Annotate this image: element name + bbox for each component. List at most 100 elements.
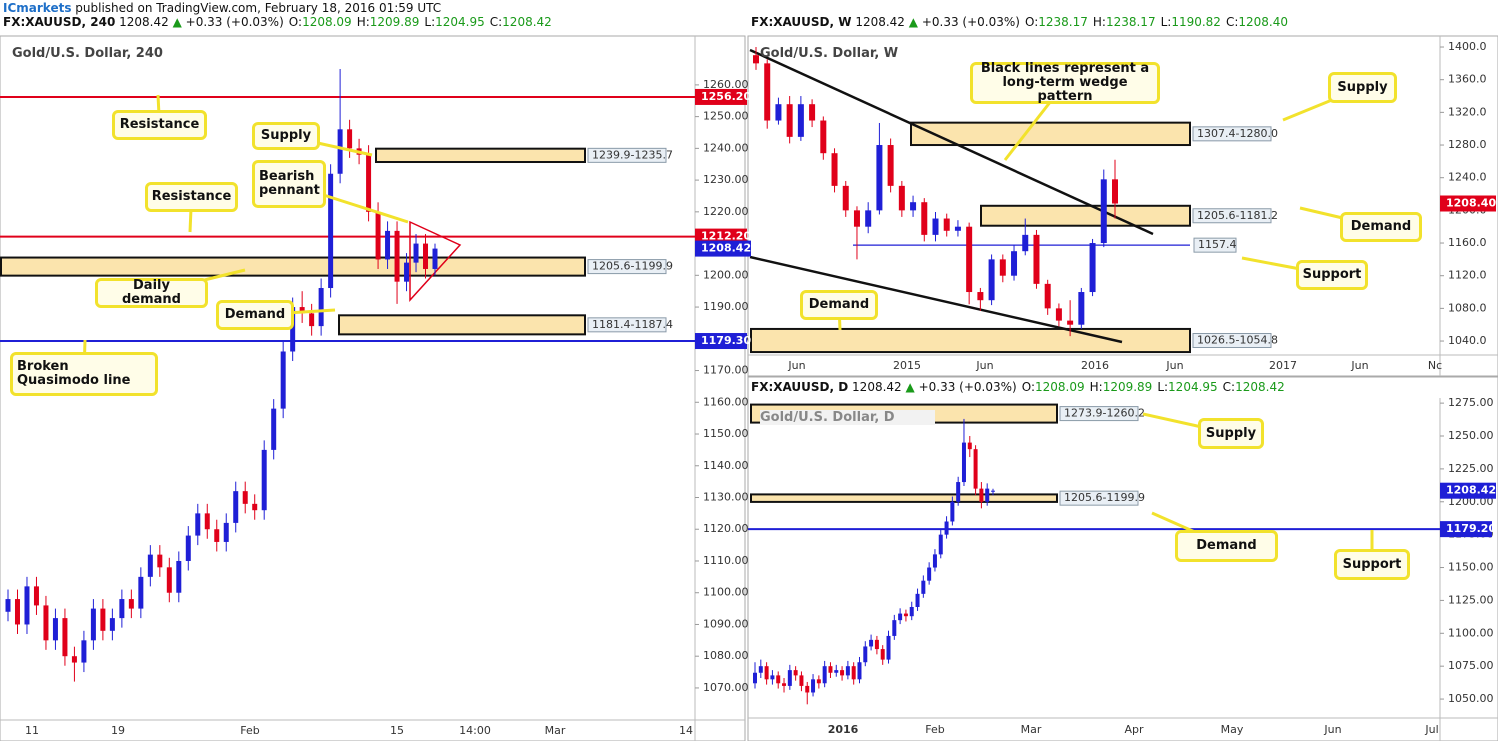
candle-body [805,685,810,693]
field-label: O: [288,15,303,29]
candle-body [1011,251,1018,276]
panel-frame [0,35,746,741]
field-label: H: [1092,15,1106,29]
candle-body [299,307,305,314]
current-price-label: 1208.40 [1446,197,1496,210]
field-value: 1190.82 [1171,15,1221,29]
x-tick-label: Jun [1350,359,1368,372]
candle-body [966,226,973,293]
candle-body [842,185,849,211]
x-tick-label: 15 [390,724,404,737]
candle-body [909,606,914,617]
candle-body [33,586,39,606]
candle-body [337,129,343,174]
zone-label: 1205.6-1181.2 [1197,209,1278,222]
candle-body [811,679,816,693]
callout: Demand [800,290,878,320]
zone-label: 1181.4-1187.4 [592,318,673,331]
last-price: 1208.42 [855,15,905,29]
change-arrow: ▲ [908,15,918,29]
candle-body [950,501,955,522]
candle-body [204,513,210,530]
last-price: 1208.42 [119,15,169,29]
zone-label-box [1192,333,1272,349]
y-tick-label: 1170.00 [703,364,749,377]
callout: Black lines represent a long-term wedge … [970,62,1160,104]
change-arrow: ▲ [905,380,915,394]
candle-body [853,210,860,227]
x-tick-label: Feb [240,724,259,737]
price-tag-label: 1212.20 [701,230,751,243]
candle-body [375,211,381,260]
supply-demand-zone [750,327,1191,354]
candle-body [71,656,77,663]
y-tick-label: 1240.00 [703,141,749,154]
candle-body [52,618,58,641]
field-value: 1208.09 [1034,380,1085,394]
candle-body [979,488,984,502]
zone-label-box [1059,406,1139,422]
publish-line: ICmarkets published on TradingView.com, … [3,1,441,15]
x-tick-label: Jun [787,359,805,372]
callout: Demand [1340,212,1422,242]
x-tick-label: Feb [925,723,944,736]
y-tick-label: 1080.00 [703,649,749,662]
candle-body [770,675,775,680]
y-tick-label: 1220.00 [703,205,749,218]
x-tick-label: Jul [1424,723,1438,736]
candle-body [869,639,874,647]
y-tick-label: 1250.00 [1448,429,1494,442]
callout: Support [1296,260,1368,290]
x-tick-label: 2016 [1081,359,1109,372]
zone-label: 1273.9-1260.2 [1064,407,1145,420]
field-label: L: [1160,15,1172,29]
callout: Resistance [145,182,238,212]
x-tick-label: 14:00 [459,724,491,737]
chart-title: Gold/U.S. Dollar, W [760,46,899,61]
candle-body [967,442,972,450]
y-tick-label: 1225.00 [1448,462,1494,475]
field-value: 1208.09 [302,15,352,29]
callout: Support [1334,549,1410,580]
candle-body [915,593,920,607]
candle-body [176,560,182,593]
field-label: C: [1222,380,1236,394]
candle-body [898,613,903,621]
field-value: 1209.89 [369,15,420,29]
field-value: 1208.42 [1235,380,1285,394]
level-label: 1157.4 [1198,238,1237,251]
y-tick-label: 1360.0 [1448,73,1487,86]
y-tick-label: 1150.00 [703,427,749,440]
candle-body [119,599,125,619]
price-tag-label: 1256.20 [701,90,751,103]
x-tick-label: May [1221,723,1244,736]
candle-body [62,618,68,657]
candle-body [432,248,438,269]
zone-label: 1205.6-1199.9 [592,260,673,273]
current-price-label: 1208.42 [1446,484,1496,497]
candle-body [851,666,856,680]
x-tick-label: 19 [111,724,125,737]
field-value: 1238.17 [1105,15,1156,29]
candle-body [938,534,943,555]
current-price-label: 1208.42 [701,242,751,255]
candle-body [988,259,995,301]
candle-body [24,586,30,625]
candle-body [876,145,883,211]
zone-label: 1307.4-1280.0 [1197,127,1278,140]
panel-frame [747,376,1498,741]
candle-body [90,608,96,641]
candle-body [863,646,868,663]
candle-body [394,230,400,282]
candle-body [799,675,804,686]
level-label-box [1193,237,1237,253]
candle-body [147,554,153,577]
y-tick-label: 1280.0 [1448,138,1487,151]
candle-body [828,666,833,673]
change-arrow: ▲ [172,15,182,29]
candle-body [138,576,144,609]
y-tick-label: 1110.00 [703,554,749,567]
callout: Daily demand [95,278,208,308]
candle-body [1067,320,1074,325]
candle-body [157,554,163,568]
